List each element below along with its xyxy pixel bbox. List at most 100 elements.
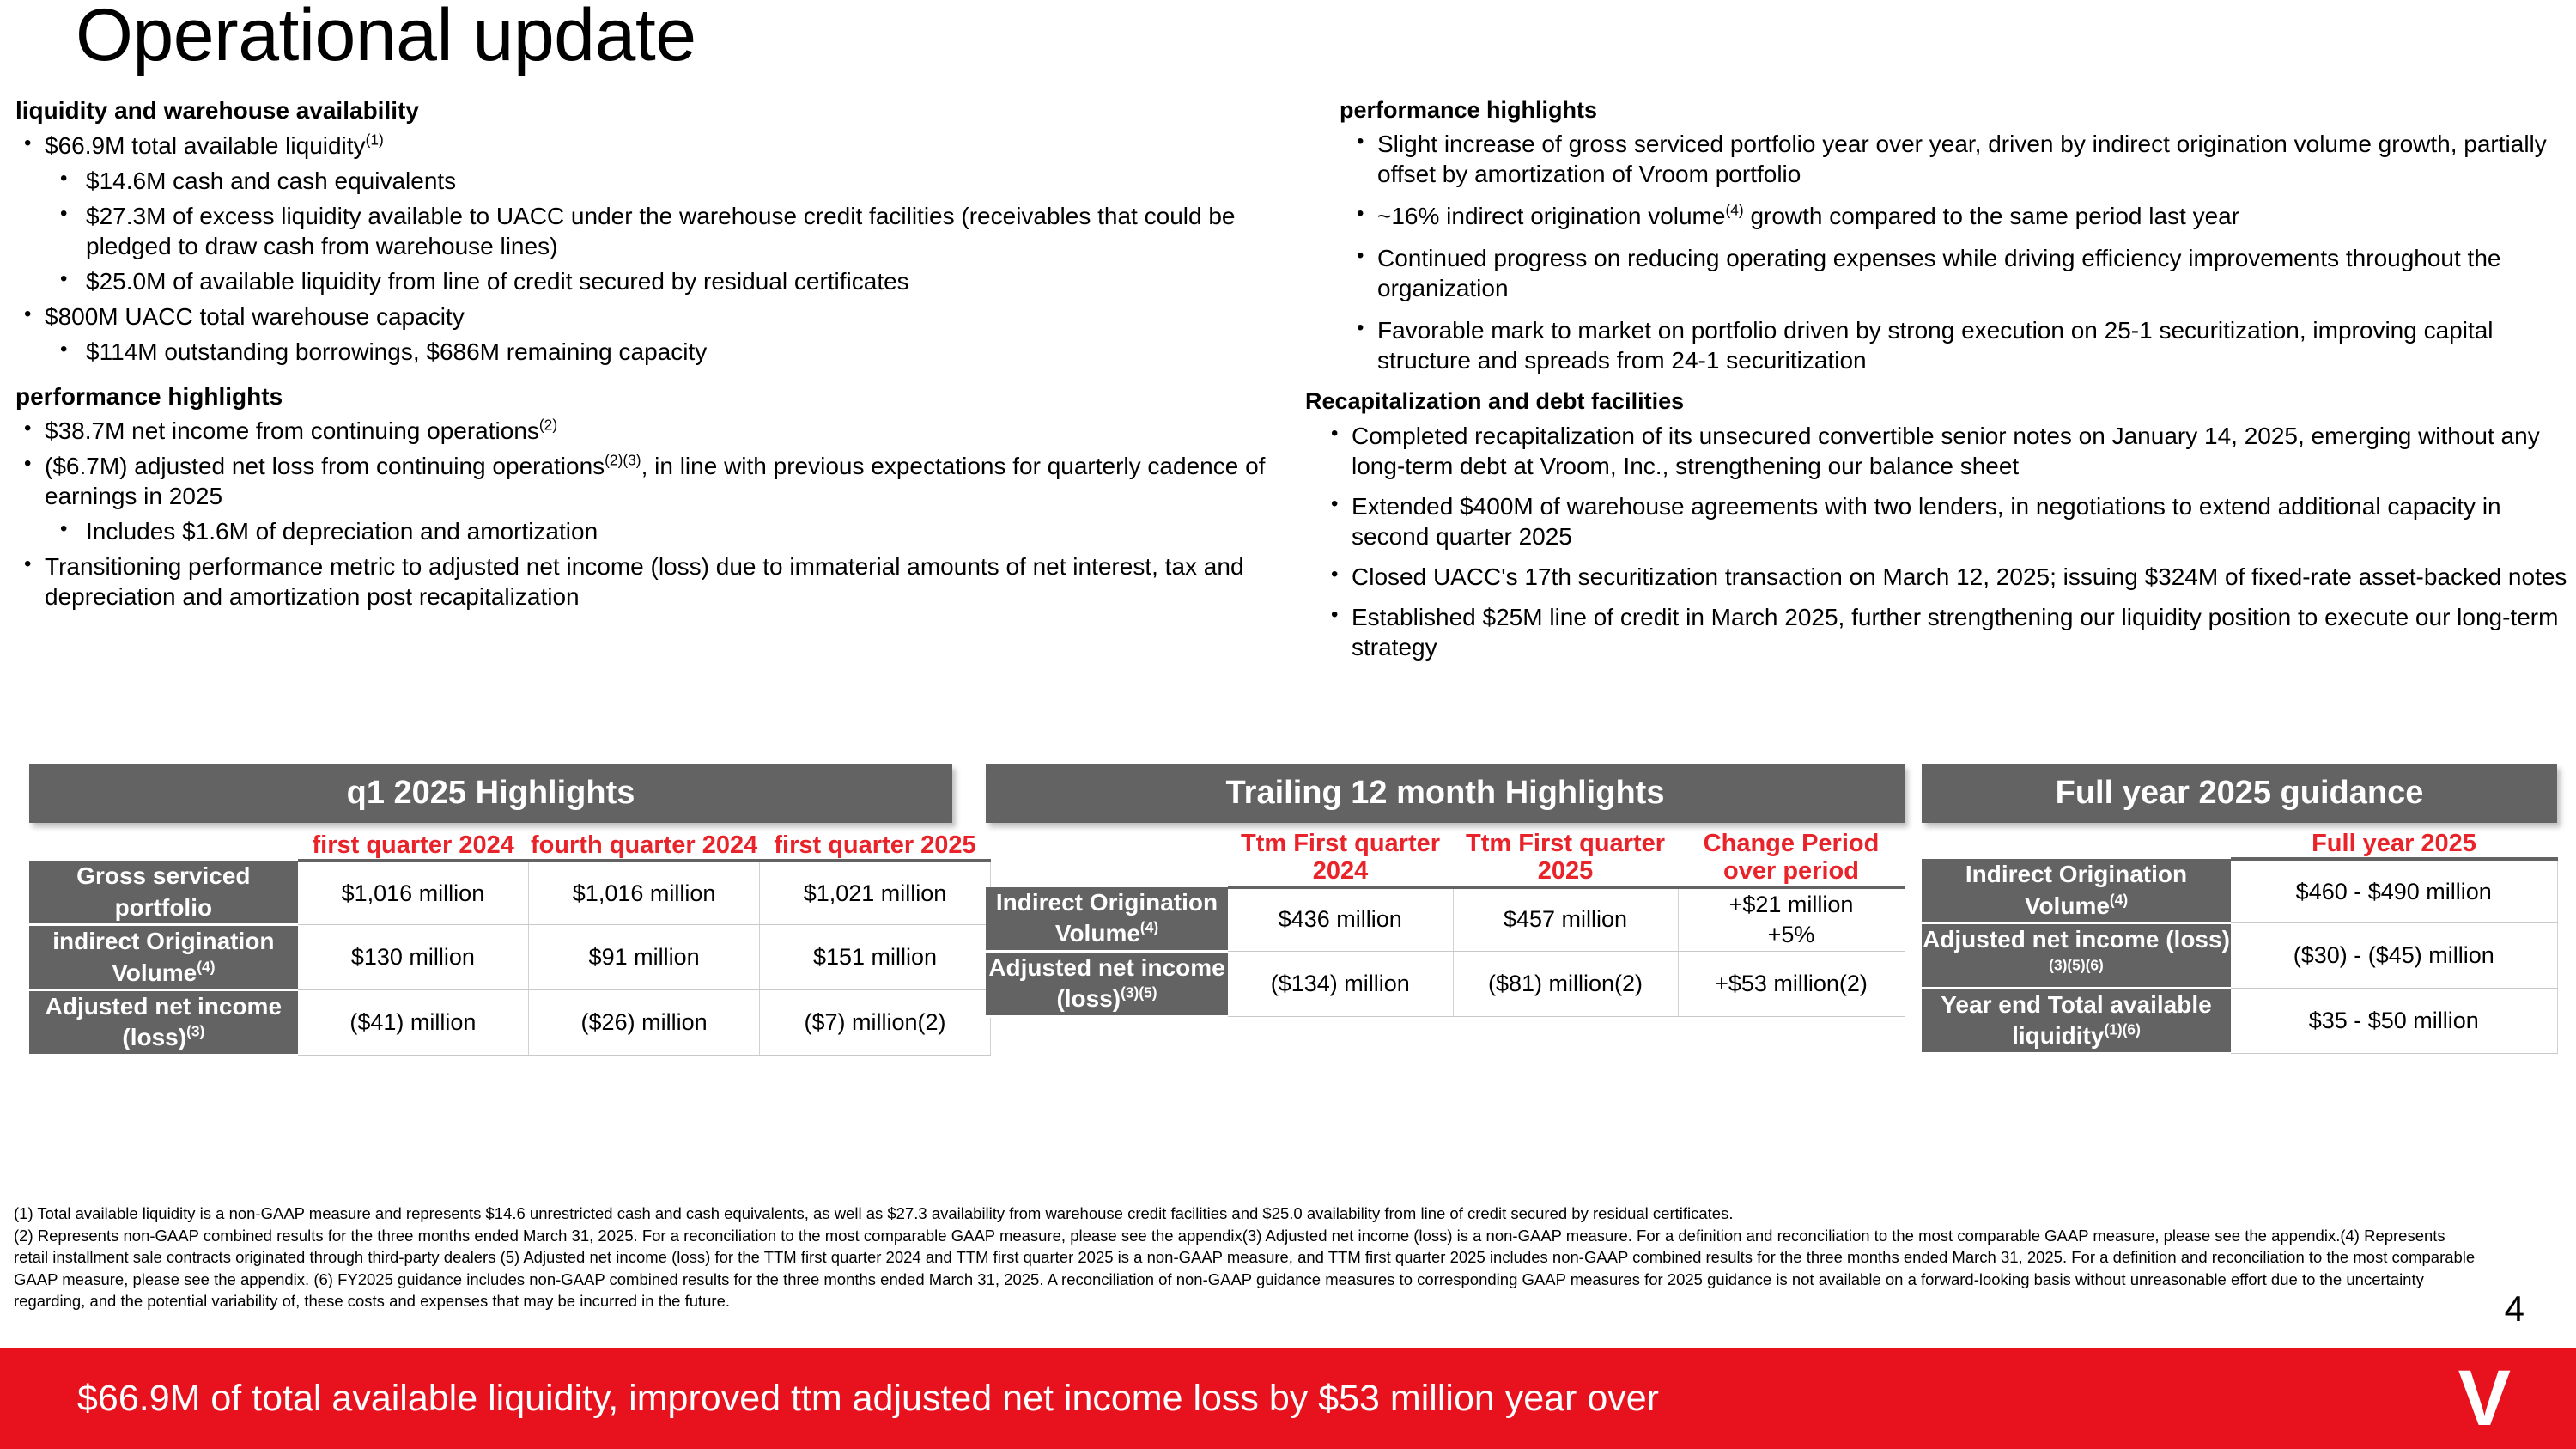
row-head-label: Adjusted net income (loss) (988, 953, 1225, 1013)
right-content-column: performance highlights Slight increase o… (1288, 96, 2567, 673)
table-card-full-year-guidance: Full year 2025 guidance Full year 2025 I… (1922, 764, 2558, 1055)
table-q1-highlights: first quarter 2024 fourth quarter 2024 f… (29, 831, 991, 1056)
list-item: Extended $400M of warehouse agreements w… (1322, 491, 2567, 551)
bottom-banner: $66.9M of total available liquidity, imp… (0, 1348, 2576, 1449)
cell: +$21 million +5% (1678, 886, 1905, 952)
table-row: Adjusted net income (loss) (3)(5)(6) ($30… (1922, 922, 2558, 990)
cell: ($134) million (1228, 951, 1454, 1017)
row-head-indirect-origination-volume: Indirect Origination Volume(4) (986, 886, 1228, 953)
bullet-text: Transitioning performance metric to adju… (45, 553, 1244, 611)
right-section2-heading: Recapitalization and debt facilities (1305, 388, 1685, 415)
bullet-text: Favorable mark to market on portfolio dr… (1377, 317, 2494, 374)
bullet-text: Closed UACC's 17th securitization transa… (1352, 563, 2567, 590)
cell: ($7) million(2) (759, 989, 991, 1056)
cell: ($26) million (528, 989, 761, 1056)
row-head-gross-serviced-portfolio: Gross serviced portfolio (29, 861, 298, 927)
table-row: Indirect Origination Volume(4) $436 mill… (986, 886, 1905, 953)
bottom-banner-text: $66.9M of total available liquidity, imp… (77, 1377, 1659, 1419)
cell: $91 million (528, 924, 761, 991)
table-card-ttm-highlights: Trailing 12 month Highlights Ttm First q… (986, 764, 1905, 1018)
page-title: Operational update (76, 0, 696, 76)
bullet-text: Extended $400M of warehouse agreements w… (1352, 492, 2501, 550)
left-section2-sublist-1: Includes $1.6M of depreciation and amort… (45, 516, 1321, 546)
bullet-text: ~16% indirect origination volume (1377, 203, 1726, 230)
list-item: $14.6M cash and cash equivalents (45, 166, 1321, 196)
footnote-ref: (4) (1139, 919, 1159, 936)
vroom-logo: V (2458, 1355, 2511, 1442)
list-item: $25.0M of available liquidity from line … (45, 266, 1321, 296)
footnote-ref: (1)(6) (2104, 1021, 2141, 1039)
footnote-ref: (3) (186, 1023, 205, 1041)
left-section1-sublist-1: $114M outstanding borrowings, $686M rema… (45, 337, 1321, 367)
bullet-text: $114M outstanding borrowings, $686M rema… (86, 338, 708, 365)
col-head-q1-0: first quarter 2024 (297, 831, 529, 863)
footnote-ref: (1) (365, 131, 384, 149)
bullet-text: $38.7M net income from continuing operat… (45, 417, 539, 445)
table-card-q1-highlights: q1 2025 Highlights first quarter 2024 fo… (29, 764, 991, 1056)
table-row: indirect Origination Volume(4) $130 mill… (29, 924, 991, 992)
list-item: Favorable mark to market on portfolio dr… (1348, 315, 2567, 375)
table-row: Adjusted net income (loss)(3)(5) ($134) … (986, 951, 1905, 1018)
row-head-label: Adjusted net income (loss) (1923, 926, 2230, 953)
list-item: $66.9M total available liquidity(1) $14.… (15, 131, 1321, 296)
bullet-text: $14.6M cash and cash equivalents (86, 167, 457, 194)
row-head-adjusted-net-income-loss: Adjusted net income (loss)(3)(5) (986, 951, 1228, 1018)
left-section1-heading: liquidity and warehouse availability (15, 97, 419, 124)
cell: ($41) million (297, 989, 530, 1056)
bullet-text: Established $25M line of credit in March… (1352, 603, 2559, 661)
table-header-row: Full year 2025 (1922, 830, 2557, 861)
cell: $436 million (1228, 886, 1454, 952)
bullet-text: $25.0M of available liquidity from line … (86, 267, 909, 295)
col-head-blank (1922, 830, 2231, 859)
footnote-ref: (3)(5) (1121, 983, 1157, 1002)
row-head-adjusted-net-income-loss: Adjusted net income (loss)(3) (29, 989, 298, 1056)
table-banner-ttm: Trailing 12 month Highlights (986, 764, 1905, 823)
table-row: Gross serviced portfolio $1,016 million … (29, 861, 991, 927)
list-item: Transitioning performance metric to adju… (15, 551, 1321, 612)
list-item: Completed recapitalization of its unsecu… (1322, 421, 2567, 481)
tables-region: q1 2025 Highlights first quarter 2024 fo… (0, 764, 2576, 1177)
row-head-label: Adjusted net income (loss) (45, 993, 283, 1051)
table-full-year-guidance: Full year 2025 Indirect Origination Volu… (1922, 830, 2558, 1055)
cell: $35 - $50 million (2231, 988, 2558, 1054)
row-head-label: Indirect Origination Volume (1965, 861, 2188, 919)
cell: $1,021 million (759, 861, 991, 926)
cell: ($81) million(2) (1453, 951, 1679, 1017)
left-section2-heading: performance highlights (15, 382, 283, 410)
bullet-text: Continued progress on reducing operating… (1377, 245, 2501, 302)
list-item: $27.3M of excess liquidity available to … (45, 201, 1321, 261)
row-head-adjusted-net-income-loss: Adjusted net income (loss) (3)(5)(6) (1922, 922, 2231, 990)
bullet-text: Includes $1.6M of depreciation and amort… (86, 518, 598, 545)
col-head-ttm-1: Ttm First quarter 2025 (1453, 830, 1678, 889)
list-item: ($6.7M) adjusted net loss from continuin… (15, 451, 1321, 546)
col-head-blank (29, 831, 298, 861)
table-header-row: Ttm First quarter 2024 Ttm First quarter… (986, 830, 1905, 889)
table-row: Adjusted net income (loss)(3) ($41) mill… (29, 989, 991, 1056)
bullet-text: Completed recapitalization of its unsecu… (1352, 422, 2540, 479)
left-section2-bullets: $38.7M net income from continuing operat… (15, 416, 1321, 612)
footnote-ref: (4) (197, 958, 216, 976)
list-item: ~16% indirect origination volume(4) grow… (1348, 201, 2567, 231)
footnote-1: (1) Total available liquidity is a non-G… (14, 1204, 1734, 1222)
table-banner-q1: q1 2025 Highlights (29, 764, 952, 823)
cell: $130 million (297, 924, 530, 991)
row-head-indirect-origination-volume: indirect Origination Volume(4) (29, 924, 298, 992)
footnote-ref: (2) (538, 416, 558, 434)
cell: $1,016 million (528, 861, 761, 926)
col-head-q1-2: first quarter 2025 (759, 831, 991, 863)
footnotes: (1) Total available liquidity is a non-G… (14, 1202, 2478, 1312)
page-number: 4 (2504, 1288, 2524, 1329)
table-row: Indirect Origination Volume(4) $460 - $4… (1922, 859, 2558, 925)
bullet-text: Slight increase of gross serviced portfo… (1377, 131, 2547, 188)
cell: ($30) - ($45) million (2231, 922, 2558, 989)
left-section1-bullets: $66.9M total available liquidity(1) $14.… (15, 131, 1321, 367)
footnote-ref: (4) (2109, 891, 2129, 909)
bullet-text: ($6.7M) adjusted net loss from continuin… (45, 453, 605, 480)
cell: +$53 million(2) (1678, 951, 1905, 1017)
list-item: Includes $1.6M of depreciation and amort… (45, 516, 1321, 546)
bullet-text-after: , in line with previous expectations for… (45, 453, 1266, 510)
cell: $460 - $490 million (2231, 859, 2558, 924)
right-section2-bullets: Completed recapitalization of its unsecu… (1322, 421, 2567, 662)
list-item: $800M UACC total warehouse capacity $114… (15, 301, 1321, 367)
bullet-text-after: growth compared to the same period last … (1743, 203, 2240, 230)
